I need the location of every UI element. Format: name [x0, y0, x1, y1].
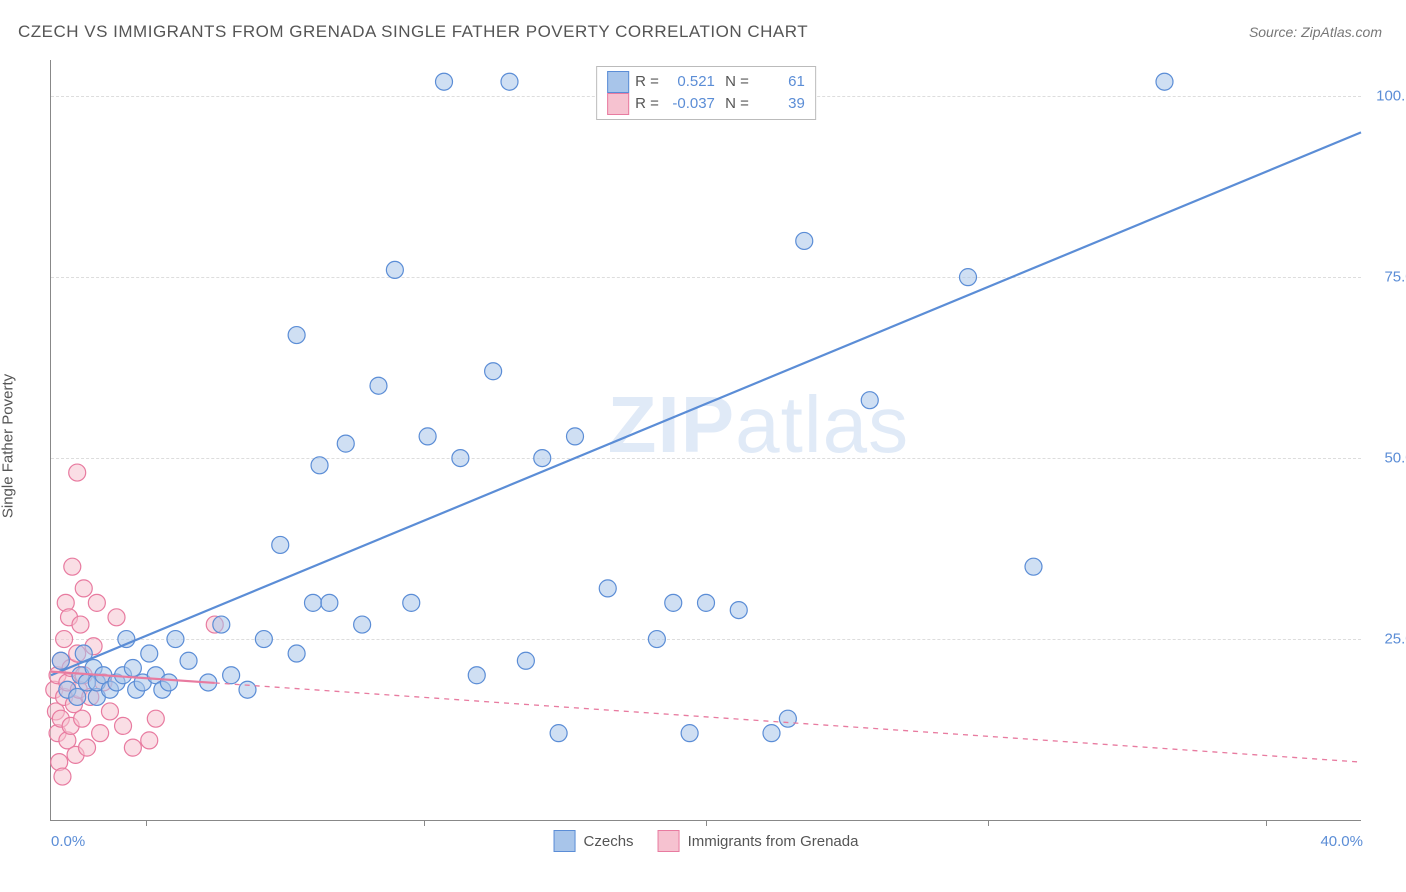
- legend-item-czechs: Czechs: [554, 830, 634, 852]
- scatter-point: [124, 739, 141, 756]
- legend-r-value-grenada: -0.037: [665, 93, 715, 115]
- scatter-point: [108, 609, 125, 626]
- scatter-point: [255, 631, 272, 648]
- scatter-point: [101, 703, 118, 720]
- legend-item-grenada: Immigrants from Grenada: [658, 830, 859, 852]
- legend-r-label: R =: [635, 93, 659, 115]
- legend-n-label: N =: [721, 93, 749, 115]
- scatter-point: [321, 594, 338, 611]
- scatter-point: [160, 674, 177, 691]
- scatter-point: [567, 428, 584, 445]
- scatter-point: [550, 725, 567, 742]
- scatter-point: [64, 558, 81, 575]
- correlation-legend: R = 0.521 N = 61 R = -0.037 N = 39: [596, 66, 816, 120]
- scatter-point: [386, 261, 403, 278]
- legend-label-czechs: Czechs: [584, 833, 634, 850]
- legend-r-value-czechs: 0.521: [665, 71, 715, 93]
- scatter-point: [141, 645, 158, 662]
- scatter-point: [147, 710, 164, 727]
- scatter-point: [92, 725, 109, 742]
- scatter-point: [436, 73, 453, 90]
- x-axis-min-label: 0.0%: [51, 833, 85, 850]
- scatter-point: [52, 652, 69, 669]
- scatter-point: [501, 73, 518, 90]
- scatter-point: [115, 717, 132, 734]
- scatter-point: [75, 580, 92, 597]
- scatter-point: [54, 768, 71, 785]
- scatter-point: [74, 710, 91, 727]
- scatter-point: [796, 232, 813, 249]
- scatter-point: [69, 688, 86, 705]
- scatter-point: [239, 681, 256, 698]
- y-tick-label: 25.0%: [1367, 631, 1406, 648]
- scatter-point: [167, 631, 184, 648]
- scatter-point: [79, 739, 96, 756]
- scatter-point: [69, 464, 86, 481]
- scatter-point: [213, 616, 230, 633]
- swatch-grenada-icon: [658, 830, 680, 852]
- scatter-point: [599, 580, 616, 597]
- scatter-point: [56, 631, 73, 648]
- scatter-point: [88, 594, 105, 611]
- legend-row-grenada: R = -0.037 N = 39: [607, 93, 805, 115]
- scatter-point: [354, 616, 371, 633]
- plot-area: ZIPatlas 25.0%50.0%75.0%100.0% 0.0% 40.0…: [50, 60, 1361, 821]
- scatter-point: [311, 457, 328, 474]
- scatter-point: [468, 667, 485, 684]
- y-tick-label: 50.0%: [1367, 450, 1406, 467]
- scatter-point: [419, 428, 436, 445]
- legend-row-czechs: R = 0.521 N = 61: [607, 71, 805, 93]
- legend-n-value-grenada: 39: [755, 93, 805, 115]
- x-axis-max-label: 40.0%: [1320, 833, 1363, 850]
- legend-n-value-czechs: 61: [755, 71, 805, 93]
- scatter-point: [288, 645, 305, 662]
- scatter-point: [648, 631, 665, 648]
- scatter-point: [288, 327, 305, 344]
- scatter-point: [730, 602, 747, 619]
- legend-r-label: R =: [635, 71, 659, 93]
- y-tick-label: 100.0%: [1367, 88, 1406, 105]
- scatter-point: [337, 435, 354, 452]
- swatch-czechs-icon: [554, 830, 576, 852]
- scatter-point: [124, 660, 141, 677]
- scatter-point: [698, 594, 715, 611]
- scatter-point: [141, 732, 158, 749]
- scatter-point: [305, 594, 322, 611]
- scatter-svg: [51, 60, 1361, 820]
- scatter-point: [1156, 73, 1173, 90]
- swatch-czechs-icon: [607, 71, 629, 93]
- scatter-point: [517, 652, 534, 669]
- y-tick-label: 75.0%: [1367, 269, 1406, 286]
- scatter-point: [370, 377, 387, 394]
- source-credit: Source: ZipAtlas.com: [1249, 24, 1382, 40]
- series-legend: Czechs Immigrants from Grenada: [554, 830, 859, 852]
- scatter-point: [485, 363, 502, 380]
- y-axis-label: Single Father Poverty: [0, 374, 17, 518]
- scatter-point: [681, 725, 698, 742]
- scatter-point: [861, 392, 878, 409]
- scatter-point: [452, 450, 469, 467]
- scatter-point: [272, 536, 289, 553]
- legend-n-label: N =: [721, 71, 749, 93]
- scatter-point: [1025, 558, 1042, 575]
- scatter-point: [960, 269, 977, 286]
- chart-title: CZECH VS IMMIGRANTS FROM GRENADA SINGLE …: [18, 22, 808, 42]
- scatter-point: [665, 594, 682, 611]
- scatter-point: [534, 450, 551, 467]
- scatter-point: [180, 652, 197, 669]
- scatter-point: [779, 710, 796, 727]
- legend-label-grenada: Immigrants from Grenada: [688, 833, 859, 850]
- trend-line-extrapolated: [215, 683, 1361, 762]
- scatter-point: [403, 594, 420, 611]
- scatter-point: [72, 616, 89, 633]
- scatter-point: [223, 667, 240, 684]
- swatch-grenada-icon: [607, 93, 629, 115]
- scatter-point: [763, 725, 780, 742]
